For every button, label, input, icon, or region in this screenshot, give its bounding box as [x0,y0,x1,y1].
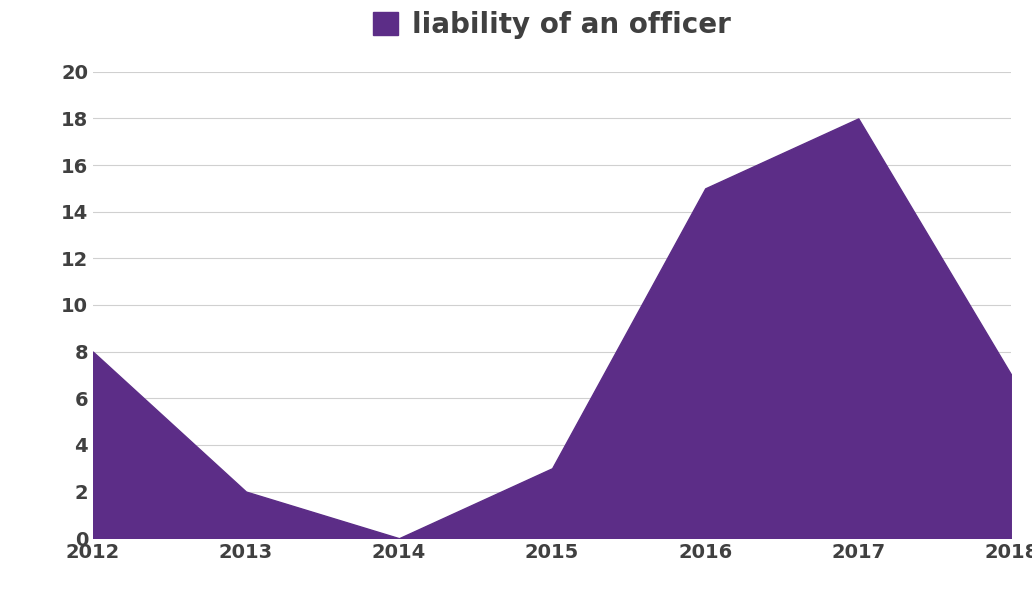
Legend: liability of an officer: liability of an officer [374,11,731,39]
